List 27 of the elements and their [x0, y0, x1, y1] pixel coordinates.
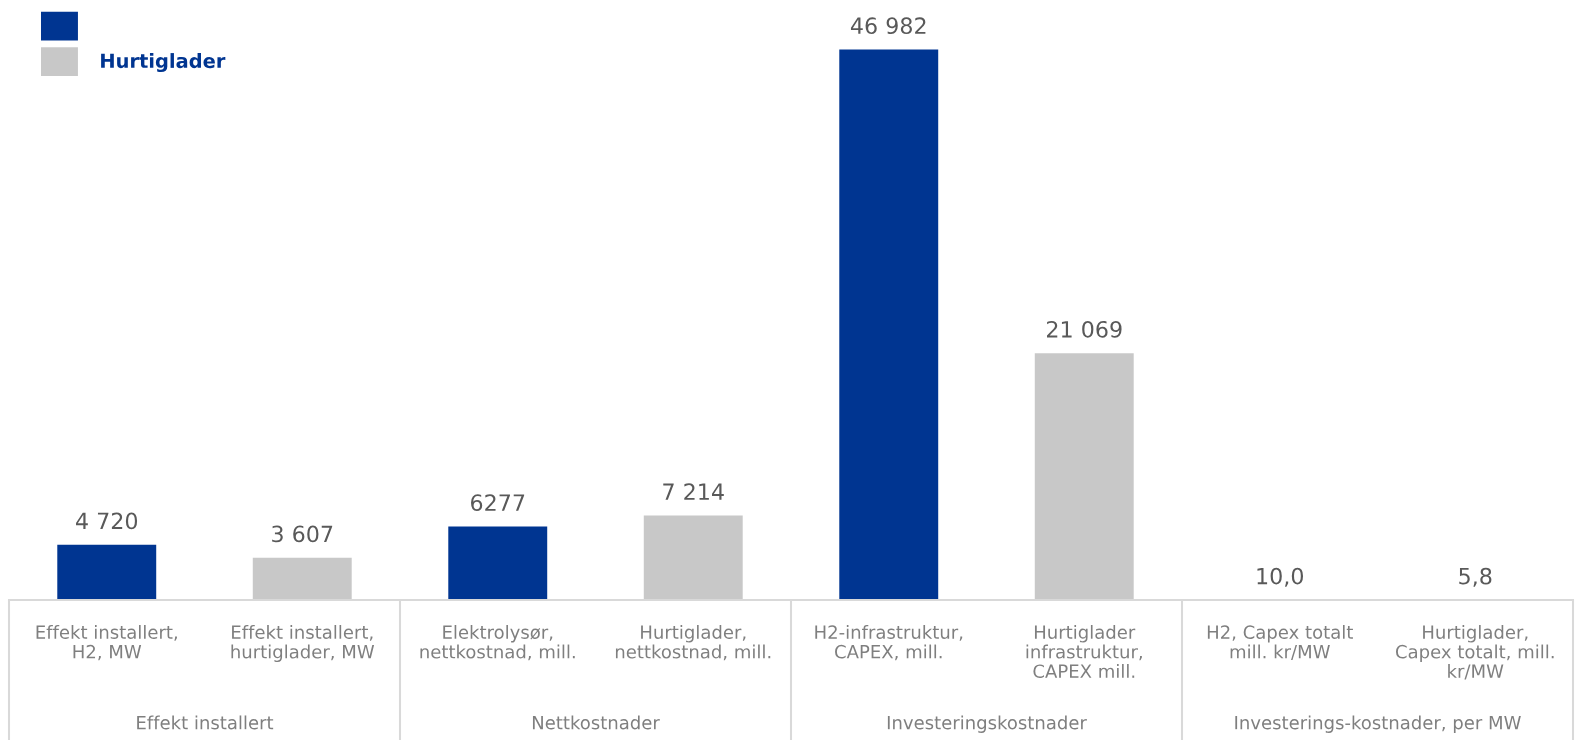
- bar: [1034, 353, 1134, 600]
- x-tick-label: Elektrolysør, nettkostnad, mill.: [420, 625, 575, 661]
- text: Investeringskostnader: [887, 715, 1087, 733]
- x-tick-label: Effekt installert, H2, MW: [36, 625, 177, 661]
- x-tick-label: Effekt installert, hurtiglader, MW: [231, 625, 375, 663]
- data-label: 10,0: [1257, 567, 1304, 587]
- x-tick-label: Hurtiglader, nettkostnad, mill.: [615, 625, 771, 661]
- data-label: 46 982: [850, 17, 926, 35]
- x-tick-label: H2-infrastruktur, CAPEX, mill.: [815, 625, 963, 661]
- bar: [643, 515, 743, 600]
- x-tick-label: Hurtiglader, Capex totalt, mill. kr/MW: [1395, 625, 1554, 680]
- text: Effekt installert: [137, 715, 274, 730]
- data-label: 5,8: [1459, 567, 1492, 587]
- text: Nettkostnader: [532, 715, 660, 730]
- text: Investerings-kostnader, per MW: [1235, 715, 1521, 733]
- data-label: 21 069: [1047, 320, 1122, 338]
- bar: [448, 526, 548, 600]
- data-label: 4 720: [76, 512, 138, 530]
- legend-label: Hurtiglader: [101, 53, 226, 73]
- x-tick-label: H2, Capex totalt mill. kr/MW: [1207, 625, 1353, 660]
- data-label: 7 214: [663, 483, 724, 500]
- data-label: 6277: [471, 494, 525, 512]
- bar: [839, 49, 939, 600]
- x-tick-label: Hurtiglader infrastruktur, CAPEX mill.: [1026, 625, 1142, 679]
- bar: [252, 557, 352, 600]
- data-label: 3 607: [272, 525, 333, 543]
- bar: [57, 544, 157, 600]
